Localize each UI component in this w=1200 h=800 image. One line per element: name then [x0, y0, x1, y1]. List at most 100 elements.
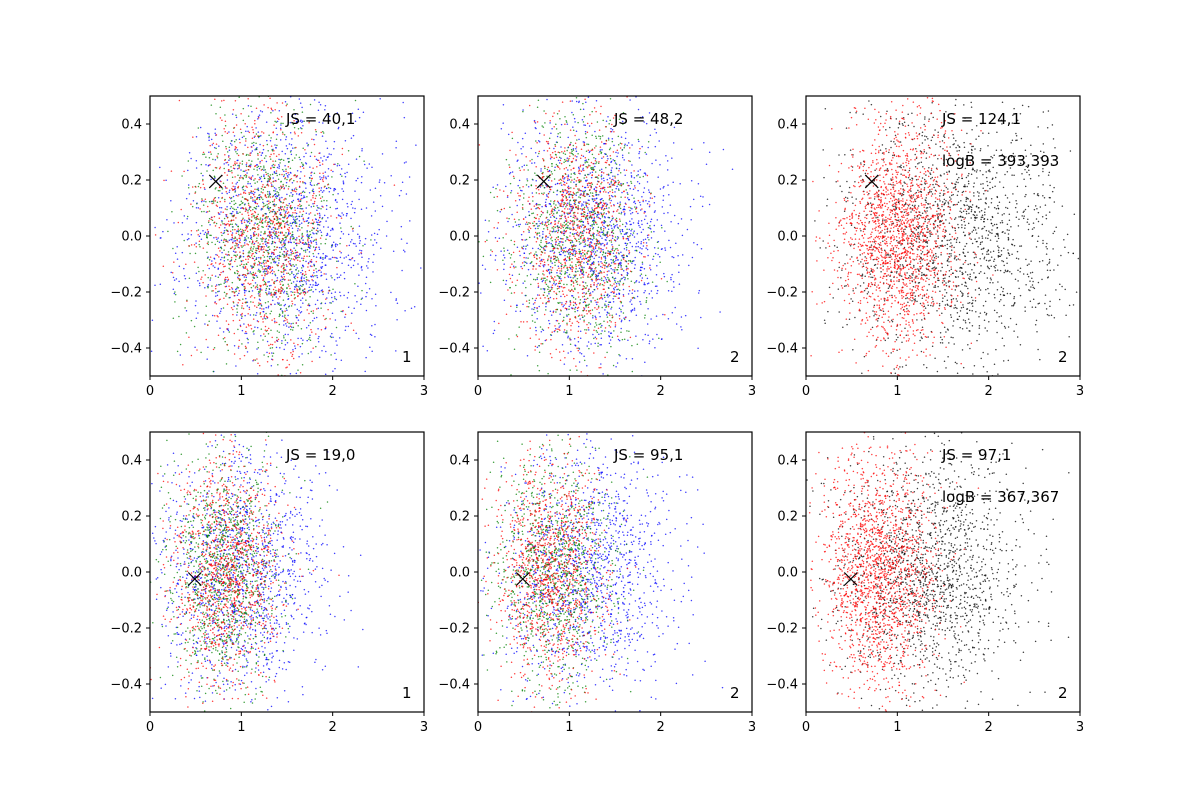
- data-point: [608, 331, 610, 333]
- data-point: [302, 283, 304, 286]
- data-point: [216, 157, 219, 159]
- data-point: [278, 315, 280, 318]
- data-point: [247, 146, 249, 149]
- data-point: [288, 322, 290, 325]
- data-point: [239, 278, 242, 281]
- data-point: [280, 185, 282, 187]
- data-point: [284, 213, 286, 216]
- data-point: [273, 224, 276, 226]
- data-point: [347, 163, 350, 165]
- data-point: [202, 153, 204, 156]
- data-point: [309, 183, 312, 186]
- data-point: [390, 174, 392, 177]
- data-point: [248, 154, 250, 156]
- data-point: [663, 212, 665, 215]
- data-point: [292, 273, 295, 276]
- data-point: [564, 272, 567, 275]
- data-point: [292, 348, 294, 351]
- data-point: [593, 257, 595, 260]
- data-point: [608, 183, 611, 186]
- x-tick-label: 3: [420, 384, 428, 399]
- data-point: [224, 131, 226, 133]
- data-point: [603, 186, 606, 189]
- data-point: [275, 138, 278, 140]
- data-point: [585, 329, 588, 331]
- data-point: [180, 208, 182, 211]
- data-point: [588, 199, 590, 202]
- data-point: [572, 251, 575, 253]
- data-point: [566, 202, 569, 205]
- data-point: [349, 259, 352, 261]
- data-point: [351, 112, 354, 114]
- data-point: [610, 264, 612, 267]
- data-point: [289, 131, 292, 134]
- data-point: [209, 163, 211, 166]
- data-point: [298, 185, 301, 188]
- data-point: [315, 246, 318, 248]
- data-point: [220, 283, 222, 286]
- data-point: [651, 297, 654, 299]
- data-point: [242, 307, 245, 310]
- data-point: [239, 255, 241, 258]
- data-point: [481, 264, 484, 267]
- data-point: [265, 237, 267, 240]
- data-point: [548, 290, 550, 293]
- data-point: [207, 346, 209, 348]
- data-point: [270, 364, 273, 367]
- data-point: [245, 258, 247, 261]
- data-point: [303, 175, 306, 177]
- data-point: [244, 144, 246, 146]
- data-point: [639, 204, 642, 206]
- data-point: [205, 314, 207, 316]
- data-point: [261, 240, 263, 242]
- data-point: [571, 241, 574, 243]
- data-point: [624, 174, 626, 177]
- data-point: [250, 272, 252, 275]
- data-point: [337, 193, 339, 195]
- data-point: [619, 229, 621, 231]
- data-point: [619, 354, 621, 357]
- data-point: [264, 268, 266, 270]
- data-point: [276, 217, 279, 219]
- data-point: [339, 256, 342, 259]
- data-point: [580, 252, 582, 255]
- data-point: [228, 159, 230, 161]
- data-point: [526, 275, 529, 277]
- data-point: [262, 144, 265, 147]
- data-point: [586, 345, 588, 347]
- data-point: [258, 224, 260, 227]
- data-point: [268, 195, 270, 197]
- data-point: [661, 247, 663, 250]
- data-point: [639, 176, 641, 178]
- data-point: [648, 205, 651, 208]
- data-point: [361, 297, 364, 299]
- data-point: [202, 229, 204, 232]
- data-point: [319, 237, 322, 239]
- data-point: [626, 223, 628, 225]
- data-point: [219, 312, 221, 314]
- data-point: [219, 310, 222, 312]
- data-point: [250, 236, 253, 238]
- data-point: [270, 303, 272, 306]
- data-point: [343, 294, 345, 297]
- data-point: [572, 226, 575, 229]
- data-point: [557, 244, 559, 246]
- data-point: [256, 276, 259, 279]
- data-point: [516, 246, 519, 249]
- data-point: [271, 266, 274, 268]
- data-point: [322, 172, 324, 174]
- data-point: [317, 307, 320, 310]
- data-point: [240, 314, 243, 316]
- data-point: [278, 109, 281, 112]
- data-point: [297, 204, 299, 207]
- data-point: [225, 238, 227, 241]
- data-point: [217, 247, 220, 250]
- data-point: [569, 276, 572, 279]
- data-point: [241, 213, 243, 216]
- data-point: [283, 206, 286, 208]
- data-point: [314, 284, 317, 287]
- data-point: [283, 241, 285, 243]
- subplot-1: 0 1 2 3−0.4−0.20.00.20.4 JS = 40,11: [110, 95, 428, 399]
- data-point: [302, 164, 305, 166]
- data-point: [533, 162, 536, 164]
